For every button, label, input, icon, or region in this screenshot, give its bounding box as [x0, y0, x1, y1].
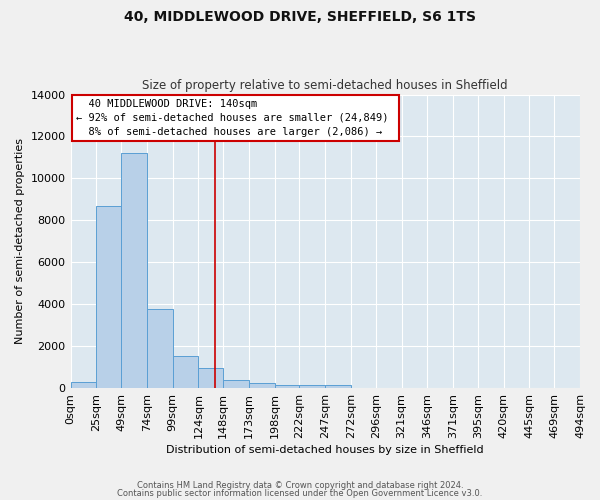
Bar [223, 380, 249, 388]
Text: Contains public sector information licensed under the Open Government Licence v3: Contains public sector information licen… [118, 488, 482, 498]
Bar [97, 206, 121, 388]
Title: Size of property relative to semi-detached houses in Sheffield: Size of property relative to semi-detach… [142, 79, 508, 92]
Text: 40, MIDDLEWOOD DRIVE, SHEFFIELD, S6 1TS: 40, MIDDLEWOOD DRIVE, SHEFFIELD, S6 1TS [124, 10, 476, 24]
Bar [71, 382, 97, 388]
Y-axis label: Number of semi-detached properties: Number of semi-detached properties [15, 138, 25, 344]
Bar [275, 385, 299, 388]
Bar [121, 154, 147, 388]
X-axis label: Distribution of semi-detached houses by size in Sheffield: Distribution of semi-detached houses by … [166, 445, 484, 455]
Text: Contains HM Land Registry data © Crown copyright and database right 2024.: Contains HM Land Registry data © Crown c… [137, 481, 463, 490]
Bar [147, 310, 173, 388]
Bar [325, 386, 351, 388]
Bar [173, 356, 199, 388]
Text: 40 MIDDLEWOOD DRIVE: 140sqm  
← 92% of semi-detached houses are smaller (24,849): 40 MIDDLEWOOD DRIVE: 140sqm ← 92% of sem… [76, 98, 394, 136]
Bar [249, 383, 275, 388]
Bar [199, 368, 223, 388]
Bar [299, 386, 325, 388]
